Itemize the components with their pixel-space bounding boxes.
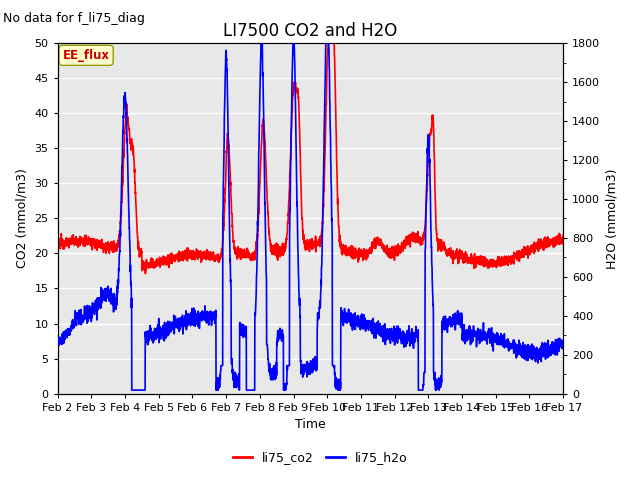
X-axis label: Time: Time: [295, 418, 326, 431]
Y-axis label: H2O (mmol/m3): H2O (mmol/m3): [606, 168, 619, 269]
Text: No data for f_li75_diag: No data for f_li75_diag: [3, 12, 145, 25]
Text: EE_flux: EE_flux: [63, 49, 109, 62]
Y-axis label: CO2 (mmol/m3): CO2 (mmol/m3): [16, 168, 29, 268]
Title: LI7500 CO2 and H2O: LI7500 CO2 and H2O: [223, 22, 397, 40]
Legend: li75_co2, li75_h2o: li75_co2, li75_h2o: [228, 446, 412, 469]
